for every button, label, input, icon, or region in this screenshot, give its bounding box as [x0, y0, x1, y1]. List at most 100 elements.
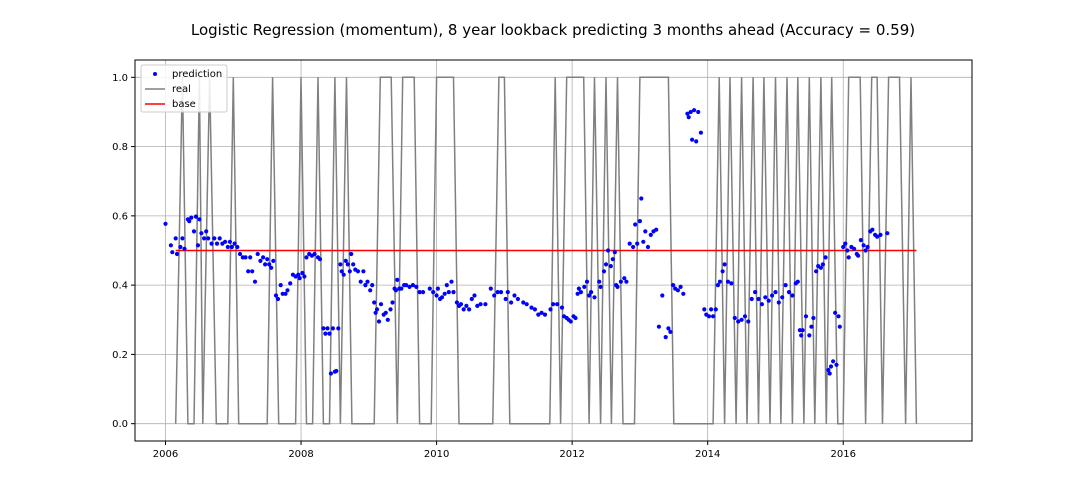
prediction-point: [370, 283, 375, 288]
prediction-point: [407, 284, 412, 289]
prediction-point: [232, 241, 237, 246]
prediction-point: [639, 196, 644, 201]
prediction-point: [475, 303, 480, 308]
prediction-point: [283, 291, 288, 296]
prediction-point: [323, 331, 328, 336]
prediction-point: [312, 251, 317, 257]
prediction-point: [555, 302, 560, 307]
prediction-point: [243, 255, 248, 260]
prediction-point: [823, 255, 828, 260]
prediction-point: [770, 293, 775, 298]
prediction-point: [492, 293, 497, 298]
prediction-point: [237, 251, 243, 257]
prediction-point: [841, 244, 846, 250]
prediction-point: [696, 109, 701, 115]
prediction-point: [269, 265, 274, 270]
prediction-point: [174, 251, 180, 257]
prediction-point: [252, 279, 258, 284]
prediction-point: [551, 302, 556, 307]
prediction-point: [488, 286, 493, 291]
prediction-point: [852, 246, 857, 251]
prediction-point: [606, 248, 611, 253]
prediction-point: [856, 253, 861, 258]
prediction-point: [548, 307, 553, 312]
prediction-point: [654, 227, 659, 232]
x-tick-label: 2006: [153, 449, 178, 460]
prediction-point: [325, 326, 330, 331]
prediction-point: [214, 241, 220, 246]
prediction-point: [601, 269, 607, 274]
prediction-point: [582, 284, 587, 289]
prediction-point: [330, 326, 335, 331]
prediction-point: [834, 362, 839, 367]
prediction-point: [686, 115, 691, 120]
prediction-point: [542, 312, 548, 317]
prediction-point: [498, 290, 504, 295]
prediction-point: [833, 310, 838, 315]
prediction-point: [592, 295, 597, 300]
prediction-point: [193, 214, 199, 219]
prediction-point: [576, 286, 582, 291]
prediction-point: [229, 244, 234, 250]
prediction-point: [717, 279, 723, 284]
prediction-point: [836, 314, 841, 319]
series-real: [174, 76, 918, 425]
prediction-point: [341, 272, 346, 277]
y-tick-label: 1.0: [112, 73, 128, 84]
prediction-point: [635, 241, 640, 246]
prediction-point: [343, 258, 348, 263]
prediction-point: [681, 291, 686, 296]
prediction-point: [469, 296, 474, 302]
legend: prediction real base: [140, 64, 228, 113]
prediction-point: [372, 300, 377, 305]
prediction-point: [575, 291, 580, 296]
prediction-point: [327, 331, 332, 336]
prediction-point: [454, 300, 459, 305]
prediction-point: [267, 262, 272, 267]
prediction-point: [663, 335, 668, 340]
prediction-point: [678, 284, 683, 289]
prediction-point: [763, 295, 768, 300]
prediction-point: [202, 236, 207, 241]
prediction-point: [776, 300, 781, 305]
prediction-point: [826, 367, 831, 373]
prediction-point: [780, 295, 785, 300]
prediction-point: [532, 307, 538, 312]
prediction-point: [187, 219, 192, 224]
prediction-point: [431, 290, 436, 295]
series-prediction: [163, 108, 890, 376]
prediction-point: [338, 262, 343, 267]
prediction-point: [846, 255, 851, 260]
prediction-point: [275, 296, 281, 302]
prediction-point: [182, 246, 187, 251]
prediction-point: [189, 215, 194, 220]
prediction-point: [861, 243, 866, 248]
prediction-point: [288, 281, 293, 286]
prediction-point: [698, 130, 704, 135]
x-tick-label: 2010: [424, 449, 449, 460]
prediction-point: [559, 305, 565, 310]
prediction-point: [388, 307, 393, 312]
prediction-point: [376, 319, 382, 324]
prediction-point: [304, 255, 309, 260]
prediction-point: [722, 262, 727, 267]
prediction-point: [195, 243, 201, 248]
prediction-point: [643, 229, 648, 234]
prediction-point: [783, 283, 788, 288]
prediction-point: [263, 262, 268, 267]
prediction-point: [597, 279, 602, 284]
prediction-point: [373, 310, 378, 315]
prediction-point: [197, 217, 202, 222]
prediction-point: [641, 239, 646, 244]
prediction-point: [715, 283, 721, 288]
prediction-point: [235, 244, 240, 250]
real-line: [174, 76, 918, 425]
x-tick-label: 2008: [288, 449, 313, 460]
prediction-point: [756, 296, 761, 302]
prediction-point: [536, 312, 541, 317]
prediction-point: [736, 319, 741, 324]
prediction-point: [612, 250, 617, 255]
prediction-point: [843, 241, 848, 246]
prediction-point: [339, 269, 344, 274]
prediction-point: [358, 279, 363, 284]
